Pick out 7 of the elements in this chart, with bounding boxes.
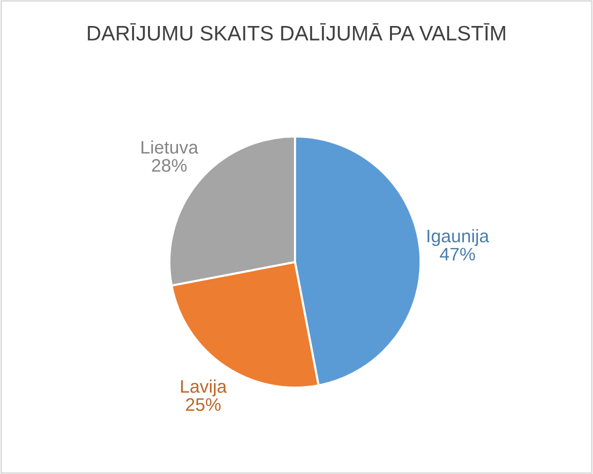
data-label: 25%	[186, 398, 221, 411]
slice-label: Igaunija	[428, 229, 490, 246]
slice-label: Lavija	[181, 380, 227, 396]
data-label: 28%	[152, 159, 187, 172]
chart-title: DARĪJUMU SKAITS DALĪJUMĀ PA VALSTĪM	[88, 23, 506, 41]
data-label: 47%	[440, 248, 475, 260]
slice-label: Lietuva	[142, 140, 198, 154]
